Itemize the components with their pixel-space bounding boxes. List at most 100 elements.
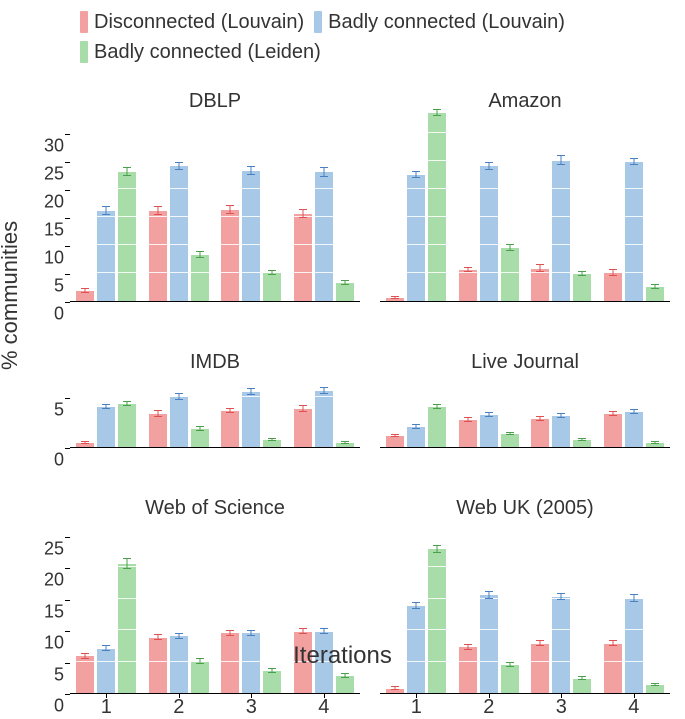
y-tick-label: 30 [24,135,64,156]
bar [191,662,209,693]
error-cap [609,269,617,270]
y-tick-label: 15 [24,601,64,622]
bar [191,429,209,447]
error-cap [557,155,565,156]
error-cap [536,271,544,272]
panel-title: Web of Science [70,497,360,520]
y-tick-mark [65,398,70,399]
y-tick-label: 0 [24,696,64,717]
bar [646,287,664,301]
bar [221,411,239,447]
bar [407,427,425,447]
error-cap [123,175,131,176]
bar [191,255,209,301]
error-cap [557,599,565,600]
legend-item: Badly connected (Louvain) [314,8,565,36]
error-cap [391,436,399,437]
y-tick-label: 0 [24,304,64,325]
bar [531,419,549,447]
y-tick-mark [65,190,70,191]
panel-title: Web UK (2005) [380,497,670,520]
error-cap [630,158,638,159]
bar [501,434,519,447]
error-cap [412,177,420,178]
bar [336,676,354,693]
bar [531,644,549,693]
bar [625,599,643,693]
y-tick-mark [65,631,70,632]
error-cap [341,677,349,678]
legend-swatch [80,41,88,63]
legend-label: Disconnected (Louvain) [94,8,304,36]
bar [76,291,94,301]
y-tick-mark [65,218,70,219]
bar [573,274,591,301]
error-cap [268,438,276,439]
bar [76,443,94,447]
bar [552,161,570,301]
chart-panel: Web UK (2005)1234 [380,497,670,694]
error-cap [630,413,638,414]
y-tick-label: 10 [24,247,64,268]
error-cap [506,432,514,433]
bar [76,656,94,693]
plot-area: 051015202530 [70,117,360,302]
x-tick-label: 3 [556,696,567,719]
error-cap [123,401,131,402]
error-cap [506,662,514,663]
bar [242,392,260,447]
error-cap [609,645,617,646]
chart-panel: Amazon [380,90,670,302]
bar [386,689,404,693]
bar [97,407,115,447]
error-cap [578,271,586,272]
error-cap [175,162,183,163]
bar [149,414,167,447]
bar [386,436,404,447]
x-tick-label: 2 [173,696,184,719]
error-cap [320,633,328,634]
x-tick-label: 3 [246,696,257,719]
error-cap [609,411,617,412]
y-tick-label: 15 [24,219,64,240]
error-cap [464,649,472,650]
bar [625,412,643,447]
error-cap [391,689,399,690]
error-cap [485,412,493,413]
error-cap [154,416,162,417]
error-cap [123,167,131,168]
bar [501,248,519,301]
bar [386,298,404,301]
plot-area [380,378,670,448]
error-cap [320,176,328,177]
y-tick-mark [65,274,70,275]
bar [407,175,425,301]
error-cap [464,417,472,418]
bar [428,549,446,693]
error-cap [557,164,565,165]
error-cap [196,663,204,664]
y-tick-label: 5 [24,275,64,296]
panel-title: IMDB [70,351,360,374]
legend-label: Badly connected (Louvain) [328,8,565,36]
error-cap [268,270,276,271]
error-cap [578,275,586,276]
error-cap [341,443,349,444]
error-cap [299,217,307,218]
error-cap [299,628,307,629]
bar [501,665,519,693]
error-cap [341,673,349,674]
bar [531,269,549,302]
legend-swatch [314,11,322,33]
bar [97,211,115,301]
error-cap [412,608,420,609]
error-cap [391,298,399,299]
bar [294,409,312,447]
y-tick-label: 25 [24,538,64,559]
error-cap [536,264,544,265]
error-cap [102,404,110,405]
error-cap [154,639,162,640]
bar [552,597,570,693]
error-cap [630,409,638,410]
error-cap [320,167,328,168]
